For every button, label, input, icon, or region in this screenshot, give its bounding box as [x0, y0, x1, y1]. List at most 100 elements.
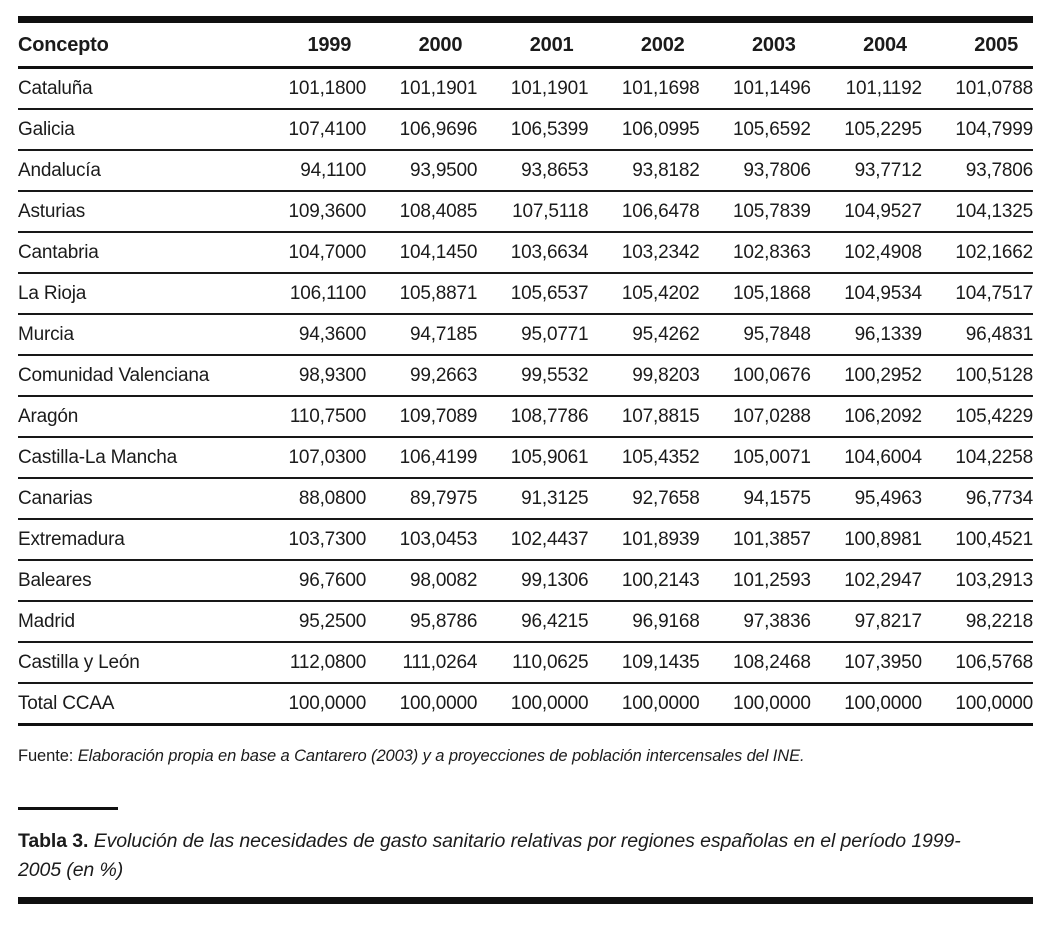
value-cell: 102,4908: [810, 232, 922, 274]
value-cell: 100,0000: [366, 683, 478, 726]
value-cell: 100,0000: [255, 683, 367, 726]
value-cell: 106,9696: [366, 109, 478, 151]
value-cell: 104,9527: [810, 191, 922, 233]
table-row: Canarias 88,0800 89,7975 91,3125 92,7658 94,1…: [18, 478, 1033, 520]
value-cell: 106,5399: [477, 109, 589, 151]
value-cell: 96,7734: [921, 478, 1033, 520]
value-cell: 96,9168: [588, 601, 700, 643]
column-header-2000: 2000: [366, 19, 478, 69]
value-cell: 100,0676: [699, 355, 811, 397]
value-cell: 104,6004: [810, 437, 922, 479]
column-header-2005: 2005: [921, 19, 1033, 69]
value-cell: 101,2593: [699, 560, 811, 602]
value-cell: 95,7848: [699, 314, 811, 356]
value-cell: 103,2342: [588, 232, 700, 274]
value-cell: 111,0264: [366, 642, 478, 684]
value-cell: 105,7839: [699, 191, 811, 233]
value-cell: 98,2218: [921, 601, 1033, 643]
value-cell: 105,8871: [366, 273, 478, 315]
table-body: Cataluña 101,1800 101,1901 101,1901 101,1698…: [18, 67, 1033, 726]
value-cell: 105,4352: [588, 437, 700, 479]
table-row: Castilla y León 112,0800 111,0264 110,0625 1…: [18, 642, 1033, 684]
value-cell: 98,9300: [255, 355, 367, 397]
value-cell: 104,7999: [921, 109, 1033, 151]
value-cell: 107,4100: [255, 109, 367, 151]
table-row: Cataluña 101,1800 101,1901 101,1901 101,1698…: [18, 67, 1033, 110]
value-cell: 99,5532: [477, 355, 589, 397]
value-cell: 104,9534: [810, 273, 922, 315]
value-cell: 107,8815: [588, 396, 700, 438]
value-cell: 102,4437: [477, 519, 589, 561]
value-cell: 95,2500: [255, 601, 367, 643]
value-cell: 108,7786: [477, 396, 589, 438]
value-cell: 100,4521: [921, 519, 1033, 561]
table-caption: Tabla 3. Evolución de las necesidades de…: [18, 827, 966, 886]
value-cell: 100,2952: [810, 355, 922, 397]
value-cell: 100,0000: [699, 683, 811, 726]
value-cell: 106,1100: [255, 273, 367, 315]
value-cell: 109,1435: [588, 642, 700, 684]
region-label: Andalucía: [18, 150, 255, 192]
value-cell: 101,3857: [699, 519, 811, 561]
value-cell: 93,7712: [810, 150, 922, 192]
region-label: Aragón: [18, 396, 255, 438]
region-label: Extremadura: [18, 519, 255, 561]
table-row: Asturias 109,3600 108,4085 107,5118 106,6478…: [18, 191, 1033, 233]
value-cell: 100,0000: [588, 683, 700, 726]
value-cell: 93,8182: [588, 150, 700, 192]
table-row: La Rioja 106,1100 105,8871 105,6537 105,4202…: [18, 273, 1033, 315]
value-cell: 97,3836: [699, 601, 811, 643]
value-cell: 94,1575: [699, 478, 811, 520]
value-cell: 104,7517: [921, 273, 1033, 315]
value-cell: 102,2947: [810, 560, 922, 602]
value-cell: 101,1901: [477, 67, 589, 110]
table-row: Madrid 95,2500 95,8786 96,4215 96,9168 97,383…: [18, 601, 1033, 643]
value-cell: 93,9500: [366, 150, 478, 192]
value-cell: 104,7000: [255, 232, 367, 274]
column-header-concepto: Concepto: [18, 19, 255, 69]
value-cell: 100,8981: [810, 519, 922, 561]
value-cell: 103,6634: [477, 232, 589, 274]
value-cell: 107,3950: [810, 642, 922, 684]
value-cell: 103,0453: [366, 519, 478, 561]
region-label: Galicia: [18, 109, 255, 151]
value-cell: 101,1496: [699, 67, 811, 110]
caption-label: Tabla 3.: [18, 830, 89, 852]
value-cell: 93,8653: [477, 150, 589, 192]
value-cell: 108,2468: [699, 642, 811, 684]
value-cell: 101,1901: [366, 67, 478, 110]
value-cell: 105,4202: [588, 273, 700, 315]
table-row: Aragón 110,7500 109,7089 108,7786 107,8815 10…: [18, 396, 1033, 438]
value-cell: 100,0000: [810, 683, 922, 726]
value-cell: 99,1306: [477, 560, 589, 602]
table-row: Galicia 107,4100 106,9696 106,5399 106,0995 1…: [18, 109, 1033, 151]
value-cell: 110,0625: [477, 642, 589, 684]
value-cell: 95,8786: [366, 601, 478, 643]
table-row: Extremadura 103,7300 103,0453 102,4437 101,8…: [18, 519, 1033, 561]
value-cell: 93,7806: [921, 150, 1033, 192]
value-cell: 96,7600: [255, 560, 367, 602]
value-cell: 110,7500: [255, 396, 367, 438]
value-cell: 105,9061: [477, 437, 589, 479]
value-cell: 100,0000: [921, 683, 1033, 726]
value-cell: 101,1800: [255, 67, 367, 110]
source-note: Fuente: Elaboración propia en base a Can…: [18, 747, 1033, 766]
value-cell: 100,0000: [477, 683, 589, 726]
value-cell: 94,1100: [255, 150, 367, 192]
page-bottom-rule: [18, 896, 1033, 904]
caption-text: Evolución de las necesidades de gasto sa…: [18, 830, 961, 882]
value-cell: 106,4199: [366, 437, 478, 479]
source-text: Elaboración propia en base a Cantarero (…: [77, 747, 805, 765]
health-spending-needs-table: Concepto 1999 2000 2001 2002 2003 2004 2…: [18, 16, 1033, 726]
value-cell: 107,0300: [255, 437, 367, 479]
region-label: Total CCAA: [18, 683, 255, 726]
column-header-2002: 2002: [588, 19, 700, 69]
value-cell: 100,5128: [921, 355, 1033, 397]
value-cell: 105,6592: [699, 109, 811, 151]
value-cell: 104,1325: [921, 191, 1033, 233]
value-cell: 105,4229: [921, 396, 1033, 438]
value-cell: 92,7658: [588, 478, 700, 520]
value-cell: 105,6537: [477, 273, 589, 315]
table-row: Comunidad Valenciana 98,9300 99,2663 99,553…: [18, 355, 1033, 397]
